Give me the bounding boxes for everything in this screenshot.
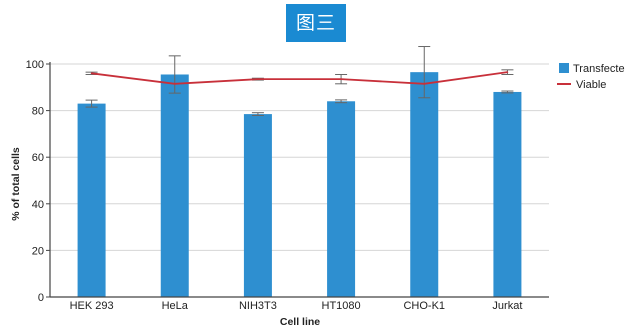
bar bbox=[160, 74, 189, 297]
bar bbox=[327, 101, 356, 297]
x-tick-label: HEK 293 bbox=[70, 300, 114, 312]
bar bbox=[77, 103, 106, 297]
y-tick-label: 100 bbox=[26, 59, 44, 71]
legend-swatch-transfected bbox=[559, 63, 569, 73]
line-point bbox=[257, 78, 259, 80]
y-tick-label: 0 bbox=[38, 292, 44, 304]
bar bbox=[493, 91, 522, 298]
line-point bbox=[506, 71, 509, 73]
viable-line-series bbox=[90, 71, 509, 85]
x-axis-title: Cell line bbox=[280, 316, 320, 327]
y-axis-title: % of total cells bbox=[10, 147, 22, 221]
y-tick-label: 20 bbox=[32, 245, 44, 257]
line-point bbox=[340, 78, 342, 80]
viable-line bbox=[91, 71, 508, 85]
x-tick-label: HeLa bbox=[162, 300, 189, 312]
line-point bbox=[90, 72, 93, 75]
x-tick-label: HT1080 bbox=[322, 300, 361, 312]
bar bbox=[243, 114, 272, 297]
error-bars bbox=[85, 46, 514, 116]
legend-label-viable: Viable bbox=[576, 79, 606, 91]
x-tick-label: CHO-K1 bbox=[403, 300, 445, 312]
x-tick-labels: HEK 293 HeLa NIH3T3 HT1080 CHO-K1 Jurkat bbox=[70, 300, 523, 312]
x-tick-label: Jurkat bbox=[492, 300, 522, 312]
legend-label-transfected: Transfecte bbox=[573, 63, 625, 75]
bar-series bbox=[77, 72, 522, 298]
y-tick-labels: 0 20 40 60 80 100 bbox=[26, 59, 44, 304]
y-tick-label: 60 bbox=[32, 152, 44, 164]
axes bbox=[46, 62, 549, 298]
figure-badge: 图三 bbox=[286, 4, 346, 42]
y-tick-label: 80 bbox=[32, 106, 44, 118]
bar bbox=[410, 72, 439, 297]
line-point bbox=[173, 83, 176, 85]
x-tick-label: NIH3T3 bbox=[239, 300, 277, 312]
gridlines bbox=[50, 63, 549, 251]
y-tick-label: 40 bbox=[32, 199, 44, 211]
line-point bbox=[423, 83, 426, 85]
legend: Transfecte Viable bbox=[557, 63, 625, 91]
